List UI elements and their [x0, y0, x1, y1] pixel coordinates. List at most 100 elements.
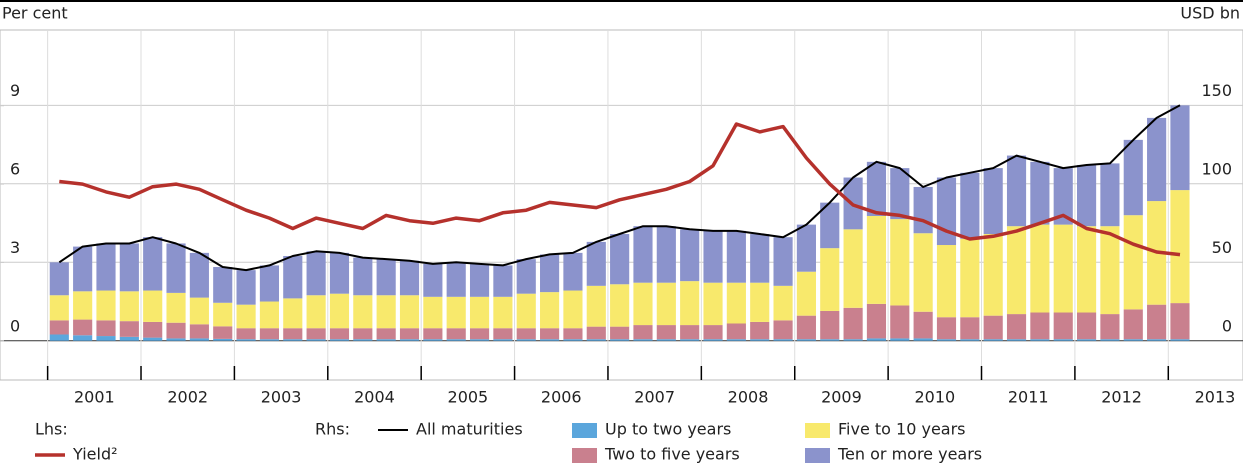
bar-segment	[1100, 226, 1120, 315]
bar-segment	[329, 293, 350, 329]
bar-segment	[820, 339, 840, 341]
bar-segment	[259, 301, 279, 329]
bar-segment	[516, 339, 536, 341]
x-tick-label: 2012	[1101, 388, 1142, 407]
bar-segment	[796, 339, 816, 341]
bar-segment	[306, 328, 326, 340]
x-tick-label: 2006	[541, 388, 582, 407]
bar-segment	[1006, 155, 1027, 227]
bar-segment	[119, 243, 139, 292]
bar-segment	[1170, 105, 1190, 191]
bar-segment	[306, 251, 326, 296]
bar-segment	[1077, 164, 1097, 227]
bar-segment	[376, 339, 396, 341]
bar-segment	[610, 326, 630, 340]
bar-segment	[213, 302, 233, 327]
bar-segment	[680, 325, 700, 340]
bar-segment	[143, 237, 163, 291]
lines	[58, 104, 1181, 272]
bar-segment	[119, 336, 139, 341]
bar-segment	[306, 295, 326, 329]
bar-segment	[563, 339, 583, 341]
bar-segment	[516, 259, 536, 294]
bar-segment	[540, 328, 560, 340]
bar-segment	[610, 234, 630, 285]
bar-segment	[820, 248, 840, 311]
bar-segment	[213, 266, 233, 303]
bar-segment	[73, 319, 93, 336]
bar-segment	[610, 284, 630, 327]
bar-segment	[1030, 224, 1050, 313]
right-unit: USD bn	[1180, 4, 1240, 23]
x-tick-label: 2001	[74, 388, 115, 407]
bar-segment	[1123, 339, 1143, 341]
bar-segment	[73, 246, 93, 292]
bar-segment	[1077, 226, 1097, 313]
bar-segment	[913, 186, 933, 234]
bar-segment	[423, 339, 443, 341]
bar-segment	[446, 262, 466, 297]
bar-segment	[469, 339, 490, 341]
bar-segment	[656, 325, 676, 340]
bar-segment	[73, 335, 93, 341]
bar-segment	[843, 229, 863, 308]
bar-segment	[983, 234, 1003, 316]
bar-segment	[983, 339, 1003, 341]
bar-segment	[1170, 339, 1190, 341]
bar-segment	[259, 328, 279, 340]
bar-segment	[119, 291, 139, 322]
bar-segment	[96, 320, 116, 337]
bar-segment	[353, 339, 373, 341]
bar-segment	[960, 238, 980, 318]
x-tick-label: 2009	[821, 388, 862, 407]
bar-segment	[469, 328, 490, 340]
bar-segment	[143, 290, 163, 322]
bar-segment	[166, 322, 186, 339]
y2-tick-label: 50	[1212, 238, 1232, 257]
bar-segment	[236, 339, 256, 341]
bar-segment	[796, 224, 816, 272]
bar-segment	[493, 265, 513, 297]
plot-frame	[0, 29, 1243, 381]
bar-segment	[1053, 168, 1073, 225]
bar-segment	[446, 296, 466, 329]
bar-segment	[633, 325, 653, 340]
bar-segment	[423, 296, 443, 329]
bar-segment	[586, 339, 606, 341]
y-tick-label: 9	[10, 81, 20, 100]
bar-segment	[703, 282, 723, 326]
bar-segment	[73, 291, 93, 320]
bar-segment	[493, 339, 513, 341]
bar-segment	[1053, 312, 1073, 340]
bar-segment	[983, 168, 1003, 235]
bar-segment	[329, 252, 350, 294]
bar-segment	[96, 290, 116, 321]
bar-segment	[259, 339, 279, 341]
bar-segment	[236, 304, 256, 329]
bar-segment	[49, 334, 69, 341]
y2-tick-label: 100	[1201, 159, 1232, 178]
bar-segment	[866, 338, 887, 341]
bar-segment	[633, 226, 653, 283]
bar-segment	[656, 282, 676, 326]
bar-segment	[1170, 190, 1190, 304]
rhs-label: Rhs:	[315, 420, 350, 439]
legend: Lhs: Rhs: All maturities Up to two years T…	[35, 420, 982, 464]
bar-segment	[913, 338, 933, 341]
bar-segment	[750, 234, 770, 283]
bar-segment	[96, 243, 116, 291]
bar-segment	[866, 161, 887, 216]
bar-segment	[283, 256, 303, 299]
bar-segment	[656, 339, 676, 341]
x-tick-label: 2004	[354, 388, 395, 407]
bar-segment	[399, 328, 420, 340]
legend-label: Five to 10 years	[838, 420, 966, 439]
bar-segment	[1077, 312, 1097, 340]
bar-segment	[773, 237, 793, 286]
bar-segment	[866, 215, 887, 304]
bar-segment	[1123, 309, 1143, 340]
bar-segment	[1147, 339, 1167, 341]
x-tick-label: 2003	[261, 388, 302, 407]
bar-segment	[820, 202, 840, 249]
bar-segment	[516, 293, 536, 329]
